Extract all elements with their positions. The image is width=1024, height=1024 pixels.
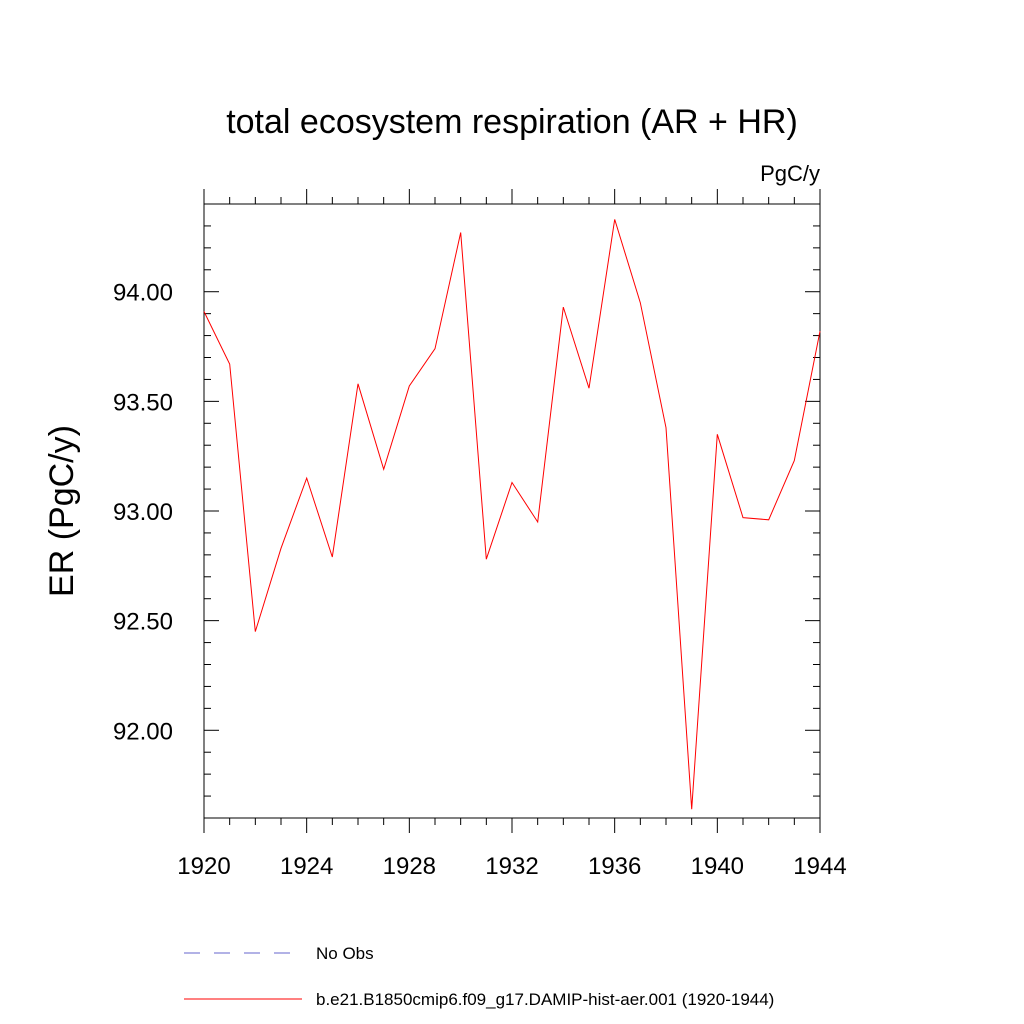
y-axis-label: ER (PgC/y) [43,425,81,597]
x-tick-label: 1944 [793,853,846,880]
plot-frame [203,203,821,819]
y-tick-label: 94.00 [113,280,173,307]
y-tick-label: 93.50 [113,389,173,416]
axis-ticks [203,189,821,833]
axis-tick-labels: 1920 1924 1928 1932 1936 1940 1944 92.00 92.50 93… [113,280,847,880]
x-tick-label: 1932 [485,853,538,880]
x-tick-label: 1936 [588,853,641,880]
chart-title: total ecosystem respiration (AR + HR) [226,103,798,141]
x-tick-label: 1924 [280,853,333,880]
units-label: PgC/y [760,161,820,186]
y-tick-label: 92.50 [113,609,173,636]
x-tick-label: 1928 [383,853,436,880]
series-line [203,219,821,810]
series-layer [203,219,821,810]
y-tick-label: 92.00 [113,718,173,745]
x-tick-label: 1920 [177,853,230,880]
legend-label: b.e21.B1850cmip6.f09_g17.DAMIP-hist-aer.… [316,990,774,1009]
y-tick-label: 93.00 [113,499,173,526]
legend: No Obs b.e21.B1850cmip6.f09_g17.DAMIP-his… [184,944,774,1009]
legend-label: No Obs [316,944,374,963]
x-tick-label: 1940 [691,853,744,880]
